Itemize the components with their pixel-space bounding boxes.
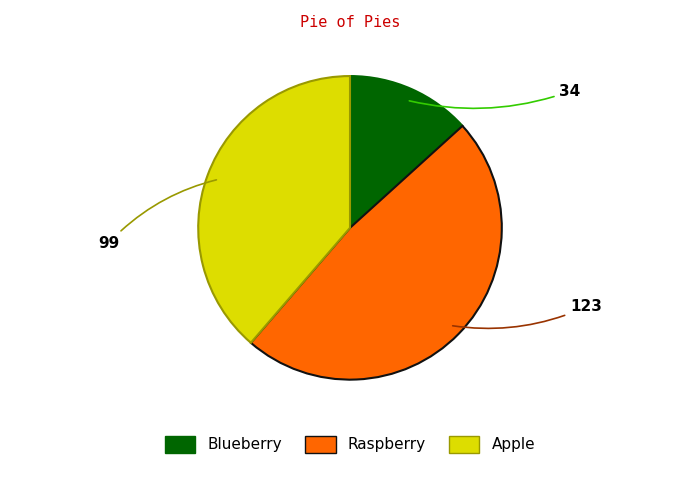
Text: 99: 99 <box>98 180 216 250</box>
Wedge shape <box>198 76 350 343</box>
Wedge shape <box>350 76 463 228</box>
Text: 34: 34 <box>410 84 581 108</box>
Legend: Blueberry, Raspberry, Apple: Blueberry, Raspberry, Apple <box>159 430 541 460</box>
Wedge shape <box>251 126 502 380</box>
Text: 123: 123 <box>453 300 602 328</box>
Title: Pie of Pies: Pie of Pies <box>300 15 400 30</box>
